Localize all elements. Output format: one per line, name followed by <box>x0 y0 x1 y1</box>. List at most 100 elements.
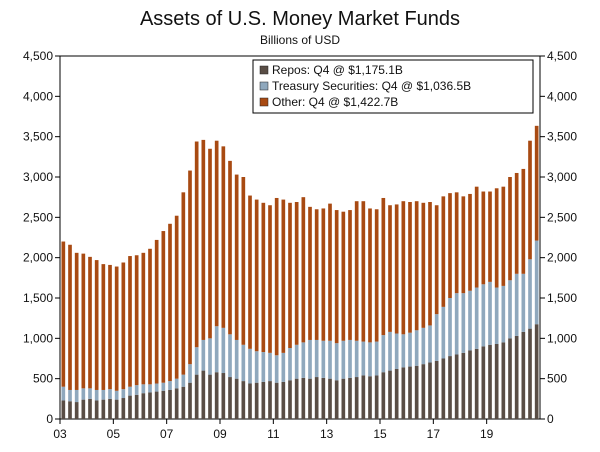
bar-segment-treasury <box>141 384 146 394</box>
bar-segment-treasury <box>508 280 512 339</box>
y-tick-label-right: 1,000 <box>547 331 577 345</box>
legend-box <box>252 59 534 114</box>
bar-segment-other <box>208 148 212 339</box>
bar-segment-repos <box>234 378 239 419</box>
bar-segment-repos <box>74 402 79 419</box>
bar-segment-repos <box>281 381 286 419</box>
bar-segment-treasury <box>301 342 306 378</box>
bar-segment-other <box>74 252 79 390</box>
bar-segment-treasury <box>454 293 459 355</box>
bar-segment-repos <box>308 378 312 419</box>
y-axis-left: 0 500 1,000 1,500 2,000 2,500 3,000 3,500 4,000 4… <box>23 49 60 426</box>
bar-segment-other <box>154 239 159 384</box>
bar-segment-repos <box>108 398 112 419</box>
bar-segment-other <box>374 209 379 342</box>
bar-segment-repos <box>474 348 479 419</box>
bar-segment-other <box>328 203 332 341</box>
y-tick-label-left: 500 <box>33 372 53 386</box>
bar-segment-other <box>288 202 292 349</box>
y-tick-label-right: 500 <box>547 372 567 386</box>
bar-segment-repos <box>154 391 159 419</box>
bar-segment-repos <box>388 370 392 419</box>
bar-segment-treasury <box>88 388 92 399</box>
y-tick-label-left: 1,000 <box>23 331 53 345</box>
y-tick-label-right: 0 <box>547 412 554 426</box>
bar-segment-treasury <box>401 334 406 368</box>
bar-segment-other <box>534 125 539 241</box>
bar-segment-treasury <box>468 290 472 351</box>
bar-segment-treasury <box>208 338 212 375</box>
bar-segment-other <box>141 252 146 385</box>
bar-segment-other <box>148 248 152 385</box>
x-axis: 03 05 07 09 11 13 15 17 19 <box>53 419 494 441</box>
bar-segment-other <box>428 202 432 326</box>
legend-swatch-repos <box>259 65 269 75</box>
x-tick-label: 11 <box>267 427 280 441</box>
bar-segment-treasury <box>234 339 239 379</box>
bar-segment-repos <box>394 368 399 419</box>
y-tick-label-left: 3,500 <box>23 130 53 144</box>
legend-label-other: Other: Q4 @ $1,422.7B <box>272 95 398 109</box>
bar-segment-repos <box>461 352 466 419</box>
bar-segment-repos <box>481 346 486 419</box>
bar-segment-treasury <box>494 287 499 344</box>
bar-segment-other <box>468 193 472 291</box>
bar-segment-other <box>161 231 166 383</box>
bar-segment-treasury <box>328 340 332 379</box>
bar-segment-other <box>88 256 92 389</box>
bar-segment-other <box>268 205 272 353</box>
bar-segment-treasury <box>114 390 119 400</box>
bar-segment-other <box>354 201 359 341</box>
bar-segment-treasury <box>341 340 346 379</box>
bar-segment-treasury <box>448 298 452 357</box>
bar-segment-treasury <box>281 352 286 382</box>
bar-segment-other <box>174 215 179 379</box>
bar-segment-repos <box>128 395 132 419</box>
bar-segment-treasury <box>161 382 166 391</box>
y-tick-label-left: 2,500 <box>23 210 53 224</box>
bar-segment-treasury <box>514 273 519 336</box>
x-tick-label: 07 <box>160 427 174 441</box>
bar-segment-repos <box>201 370 206 419</box>
bar-segment-other <box>81 253 86 389</box>
bar-segment-repos <box>528 328 532 419</box>
bar-segment-treasury <box>288 348 292 381</box>
bar-segment-other <box>348 210 352 340</box>
bar-segment-treasury <box>481 284 486 347</box>
bar-segment-treasury <box>174 378 179 389</box>
y-tick-label-right: 3,000 <box>547 170 577 184</box>
bar-segment-other <box>68 244 72 390</box>
bar-segment-other <box>168 223 172 382</box>
bar-segment-treasury <box>368 342 372 377</box>
bar-segment-repos <box>381 372 386 419</box>
bar-segment-treasury <box>394 333 399 369</box>
bar-segment-repos <box>434 360 439 419</box>
bar-segment-other <box>308 206 312 340</box>
bar-segment-treasury <box>181 374 186 387</box>
bar-segment-treasury <box>421 327 426 365</box>
y-tick-label-right: 3,500 <box>547 130 577 144</box>
bar-segment-repos <box>468 350 472 419</box>
bar-segment-treasury <box>61 386 66 401</box>
bar-segment-other <box>121 262 126 390</box>
bar-segment-other <box>248 195 252 349</box>
bar-segment-treasury <box>241 344 246 382</box>
bar-segment-repos <box>274 382 279 419</box>
bar-segment-treasury <box>314 339 319 378</box>
bar-segment-other <box>94 260 99 390</box>
bar-segment-repos <box>374 375 379 419</box>
bar-segment-repos <box>174 388 179 419</box>
legend-label-repos: Repos: Q4 @ $1,175.1B <box>272 63 403 77</box>
bar-segment-other <box>394 204 399 334</box>
y-tick-label-left: 1,500 <box>23 291 53 305</box>
bar-segment-treasury <box>441 306 446 359</box>
bar-segment-treasury <box>94 389 99 401</box>
chart-title: Assets of U.S. Money Market Funds <box>140 8 460 30</box>
bar-segment-treasury <box>408 332 412 367</box>
bars-group <box>61 125 539 419</box>
bar-segment-repos <box>148 392 152 419</box>
bar-segment-treasury <box>108 389 112 399</box>
bar-segment-other <box>241 177 246 345</box>
bar-segment-repos <box>321 377 326 419</box>
bar-segment-repos <box>88 398 92 419</box>
